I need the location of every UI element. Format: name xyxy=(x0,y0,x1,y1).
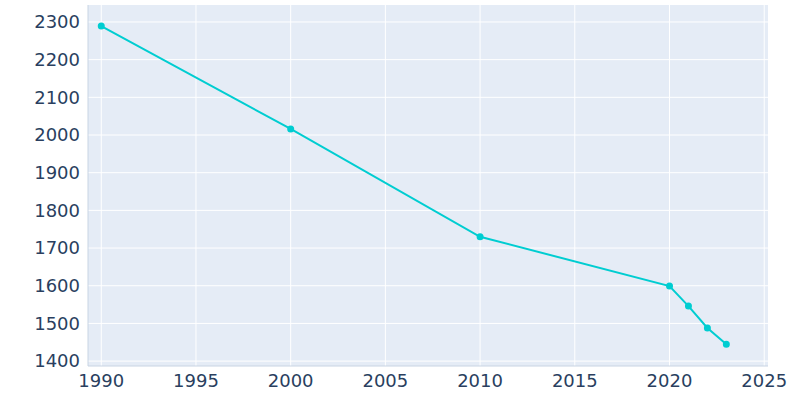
svg-text:2000: 2000 xyxy=(34,124,80,145)
svg-text:1600: 1600 xyxy=(34,275,80,296)
svg-text:1995: 1995 xyxy=(173,370,219,391)
svg-text:1500: 1500 xyxy=(34,313,80,334)
svg-text:1400: 1400 xyxy=(34,350,80,371)
svg-text:2000: 2000 xyxy=(268,370,314,391)
svg-text:2025: 2025 xyxy=(741,370,787,391)
svg-text:1990: 1990 xyxy=(78,370,124,391)
svg-text:2200: 2200 xyxy=(34,49,80,70)
svg-text:2300: 2300 xyxy=(34,11,80,32)
svg-text:2005: 2005 xyxy=(362,370,408,391)
svg-text:1700: 1700 xyxy=(34,237,80,258)
svg-text:1800: 1800 xyxy=(34,200,80,221)
svg-text:2010: 2010 xyxy=(457,370,503,391)
svg-text:2020: 2020 xyxy=(647,370,693,391)
svg-text:2015: 2015 xyxy=(552,370,598,391)
svg-text:1900: 1900 xyxy=(34,162,80,183)
svg-text:2100: 2100 xyxy=(34,87,80,108)
